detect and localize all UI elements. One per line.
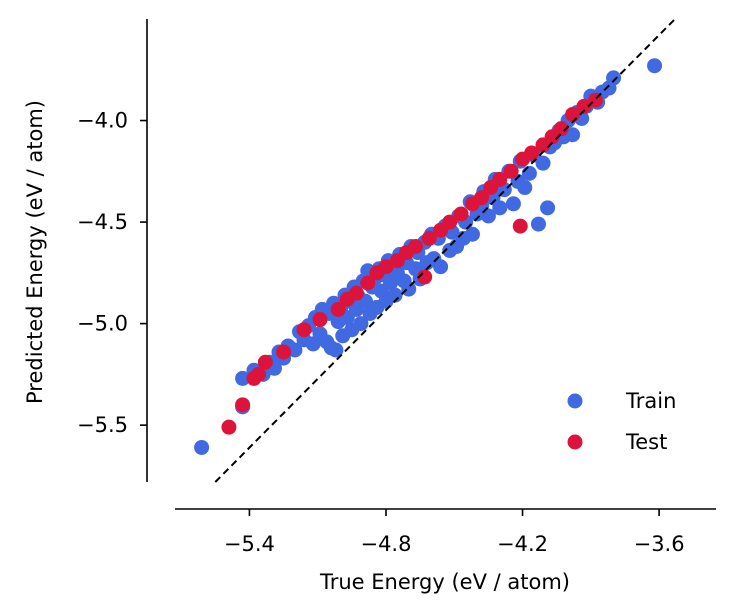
- train-point: [194, 439, 210, 455]
- train-point: [517, 180, 533, 196]
- y-ticks: −4.0 −4.5 −5.0 −5.5: [77, 109, 147, 437]
- y-tick-label: −4.5: [77, 210, 128, 234]
- train-point: [480, 208, 496, 224]
- train-point: [433, 259, 449, 275]
- train-point: [492, 200, 508, 216]
- test-point: [492, 171, 508, 187]
- x-ticks: −5.4 −4.8 −4.2 −3.6: [224, 509, 685, 556]
- test-point: [221, 419, 237, 435]
- x-axis-title: True Energy (eV / atom): [319, 570, 570, 594]
- x-tick-label: −5.4: [224, 532, 275, 556]
- data-points: [194, 58, 663, 455]
- y-axis-title: Predicted Energy (eV / atom): [23, 100, 47, 404]
- test-point: [417, 269, 433, 285]
- train-point: [535, 155, 551, 171]
- test-point: [378, 259, 394, 275]
- identity-reference-line: [214, 18, 676, 483]
- test-point: [348, 285, 364, 301]
- test-point: [360, 275, 376, 291]
- x-tick-label: −3.6: [634, 532, 685, 556]
- test-point: [442, 214, 458, 230]
- test-point: [408, 238, 424, 254]
- train-point: [606, 70, 622, 86]
- train-point: [353, 316, 369, 332]
- test-point: [296, 322, 312, 338]
- train-point: [401, 281, 417, 297]
- y-tick-label: −5.0: [77, 312, 128, 336]
- train-point: [328, 342, 344, 358]
- test-point: [257, 354, 273, 370]
- train-point: [647, 58, 663, 74]
- train-point: [530, 216, 546, 232]
- legend-train-marker: [567, 393, 583, 409]
- legend-test-marker: [567, 434, 583, 450]
- train-point: [235, 370, 251, 386]
- test-point: [512, 218, 528, 234]
- y-tick-label: −4.0: [77, 109, 128, 133]
- test-point: [330, 301, 346, 317]
- y-tick-label: −5.5: [77, 413, 128, 437]
- test-point: [312, 312, 328, 328]
- test-point: [474, 190, 490, 206]
- test-point: [276, 344, 292, 360]
- legend-train-label: Train: [625, 389, 676, 413]
- test-point: [421, 230, 437, 246]
- test-point: [453, 206, 469, 222]
- train-point: [565, 127, 581, 143]
- test-point: [503, 163, 519, 179]
- test-point: [576, 98, 592, 114]
- x-tick-label: −4.2: [497, 532, 548, 556]
- legend: Train Test: [567, 389, 676, 454]
- train-point: [387, 287, 403, 303]
- train-point: [521, 165, 537, 181]
- test-point: [251, 366, 267, 382]
- legend-test-label: Test: [625, 430, 667, 454]
- test-point: [524, 145, 540, 161]
- train-point: [464, 226, 480, 242]
- train-point: [287, 342, 303, 358]
- test-point: [553, 121, 569, 137]
- test-point: [235, 397, 251, 413]
- train-point: [505, 196, 521, 212]
- x-tick-label: −4.8: [360, 532, 411, 556]
- train-point: [540, 200, 556, 216]
